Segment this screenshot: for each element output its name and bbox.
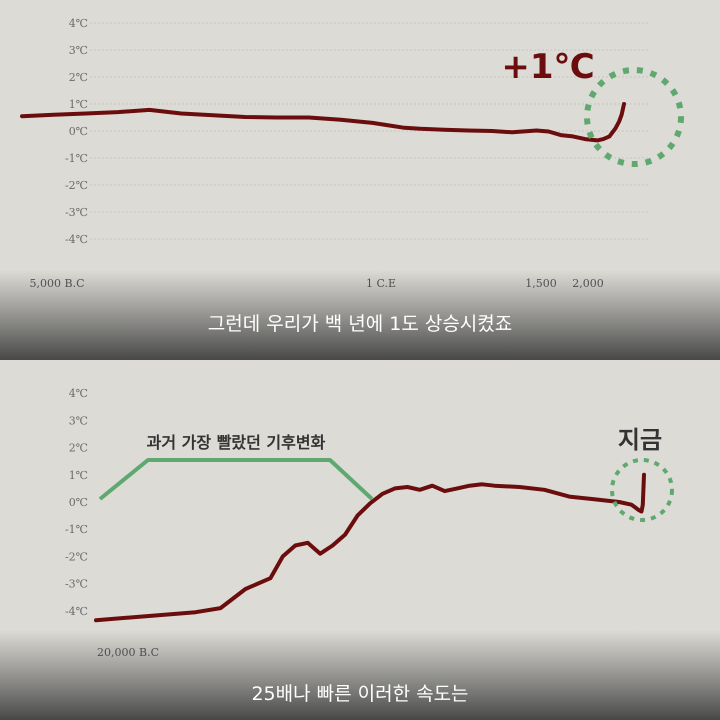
y-tick-label: 4℃ [69, 387, 88, 400]
y-tick-label: -1℃ [65, 523, 88, 536]
y-axis-ticks: 4℃ 3℃ 2℃ 1℃ 0℃ -1℃ -2℃ -3℃ -4℃ [65, 387, 88, 618]
y-axis-ticks: 4℃ 3℃ 2℃ 1℃ 0℃ -1℃ -2℃ -3℃ -4℃ [65, 17, 88, 246]
annotation-plus-one: +1℃ [501, 47, 594, 87]
y-tick-label: -1℃ [65, 152, 88, 165]
subtitle-shade [0, 630, 720, 720]
chart-bottom-svg: 4℃3℃2℃1℃0℃-1℃-2℃-3℃-4℃ 20,000 B.C 과거 가장 … [0, 387, 720, 720]
temperature-series-line [94, 472, 646, 623]
y-tick-label: 0℃ [69, 125, 88, 138]
y-tick-label: 2℃ [69, 71, 88, 84]
subtitle-top: 그런데 우리가 백 년에 1도 상승시켰죠 [208, 313, 513, 335]
y-tick-label: -4℃ [65, 233, 88, 246]
y-tick-label: 0℃ [69, 496, 88, 509]
y-tick-label: 1℃ [69, 469, 88, 482]
y-tick-label: 2℃ [69, 442, 88, 455]
grid-lines [90, 22, 650, 240]
y-tick-label: -4℃ [65, 605, 88, 618]
y-tick-label: 3℃ [69, 414, 88, 427]
annotation-now: 지금 [618, 426, 662, 454]
y-tick-label: -2℃ [65, 550, 88, 563]
y-tick-label: -3℃ [65, 206, 88, 219]
y-tick-label: 4℃ [69, 17, 88, 30]
subtitle-shade [0, 270, 720, 360]
chart-top-svg: 4℃3℃2℃1℃0℃-1℃-2℃-3℃-4℃ 5,000 B.C1 C.E1,5… [0, 17, 720, 360]
y-tick-label: 1℃ [69, 98, 88, 111]
subtitle-bottom: 25배나 빠른 이러한 속도는 [251, 683, 468, 705]
y-tick-label: 3℃ [69, 44, 88, 57]
temperature-series-line [20, 102, 626, 143]
chart-panel-top: 4℃3℃2℃1℃0℃-1℃-2℃-3℃-4℃ 5,000 B.C1 C.E1,5… [0, 17, 720, 360]
y-tick-label: -3℃ [65, 578, 88, 591]
highlight-circle [584, 67, 684, 167]
highlight-circle [610, 458, 674, 522]
fastest-change-range-bracket [98, 458, 374, 501]
chart-panel-bottom: 4℃3℃2℃1℃0℃-1℃-2℃-3℃-4℃ 20,000 B.C 과거 가장 … [0, 360, 720, 720]
y-tick-label: -2℃ [65, 179, 88, 192]
annotation-fastest-change: 과거 가장 빨랐던 기후변화 [147, 433, 326, 452]
